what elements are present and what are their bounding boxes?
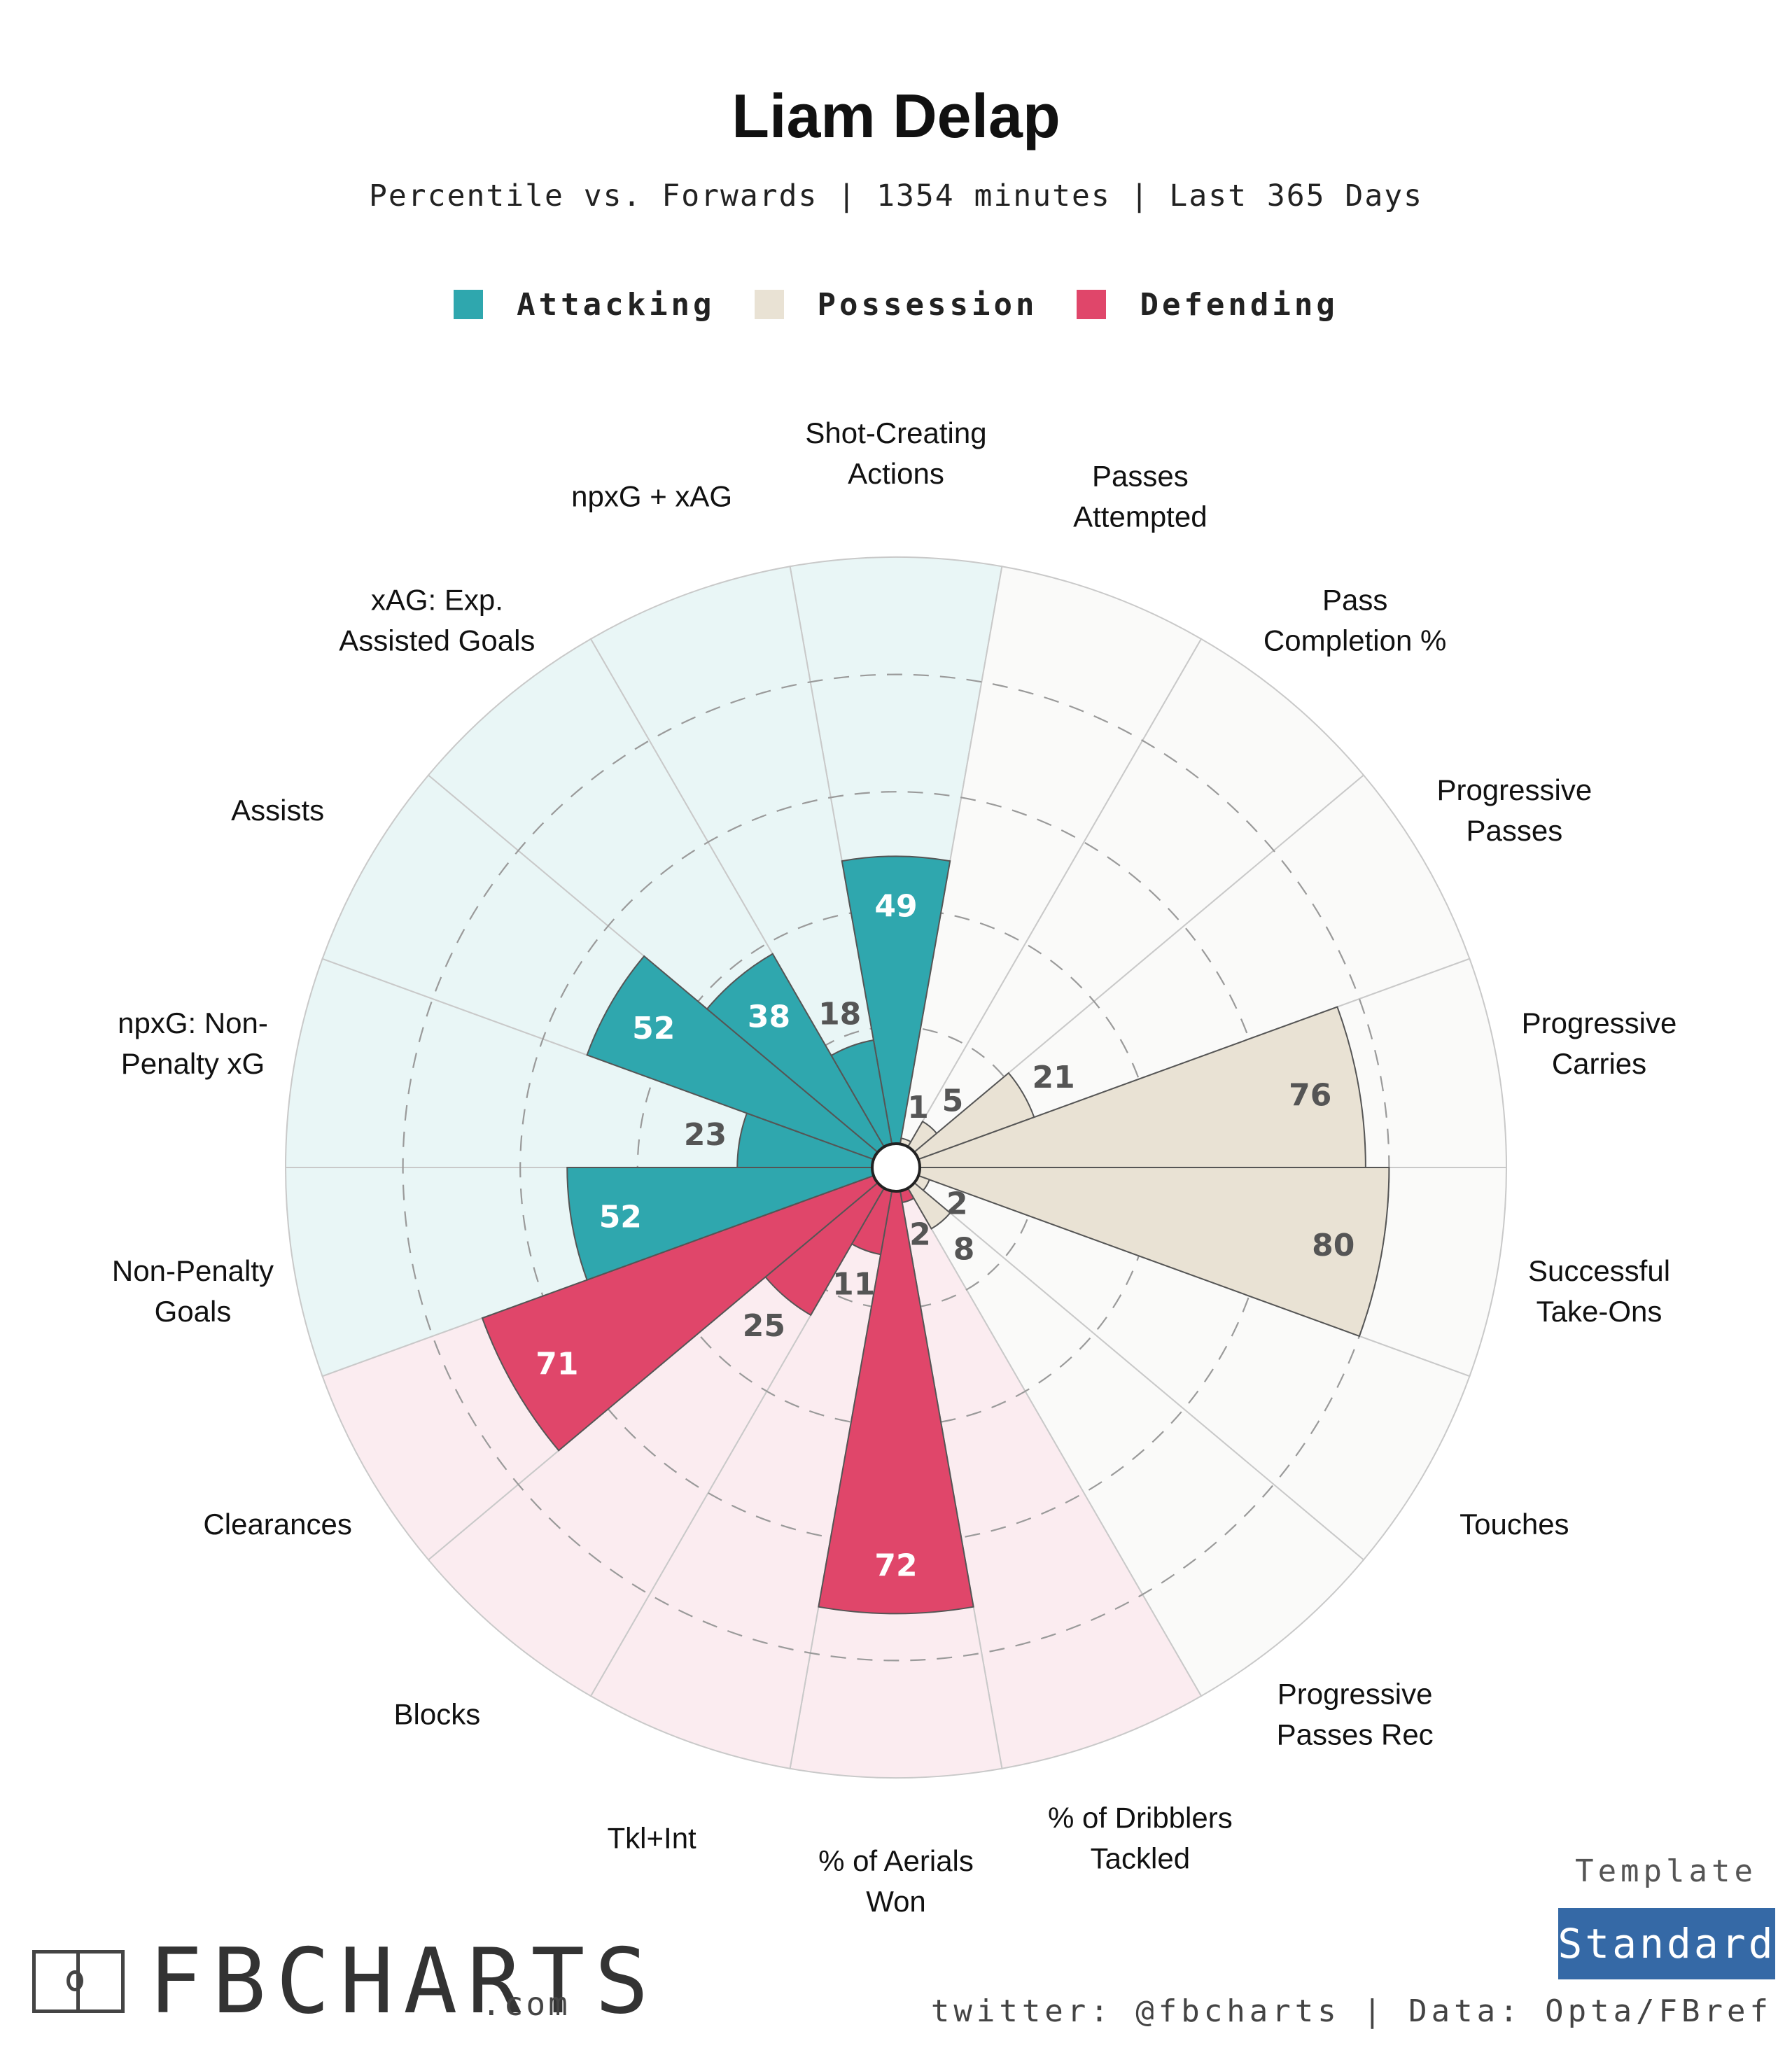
axis-label-assists: Assists xyxy=(231,794,324,827)
axis-label-pass-completion: Pass Completion % xyxy=(1264,584,1446,657)
center-hub xyxy=(871,1142,921,1193)
template-badge: Standard xyxy=(1558,1908,1775,1979)
center-circle xyxy=(871,1142,921,1193)
fbcharts-logo-icon xyxy=(32,1950,125,2013)
axis-label-npxg-non-penalty-xg: npxG: Non-Penalty xG xyxy=(118,1007,268,1080)
value-label-progressive-passes: 21 xyxy=(1032,1060,1075,1095)
value-label-of-aerials-won: 72 xyxy=(874,1548,917,1583)
legend-item-defending: Defending xyxy=(1077,287,1338,323)
value-label-xag-exp-assisted-goals: 38 xyxy=(748,1000,790,1035)
chart-subtitle: Percentile vs. Forwards | 1354 minutes |… xyxy=(369,178,1423,213)
axis-label-npxg-xag: npxG + xAG xyxy=(571,480,732,513)
value-label-pass-completion: 5 xyxy=(942,1083,964,1119)
axis-label-successful-take-ons: Successful Take-Ons xyxy=(1528,1254,1670,1328)
axis-label-clearances: Clearances xyxy=(203,1508,351,1541)
value-label-npxg-xag: 18 xyxy=(818,996,861,1032)
value-label-clearances: 71 xyxy=(536,1346,578,1382)
value-label-tkl-int: 11 xyxy=(832,1267,875,1303)
value-bars xyxy=(481,855,1390,1615)
legend-swatch-possession xyxy=(754,290,784,319)
legend-item-possession: Possession xyxy=(754,286,1038,323)
value-label-blocks: 25 xyxy=(743,1308,785,1344)
value-label-shot-creating-actions: 49 xyxy=(874,888,917,924)
axis-label-tkl-int: Tkl+Int xyxy=(608,1821,697,1854)
axis-label-of-dribblers-tackled: % of Dribblers Tackled xyxy=(1048,1801,1233,1874)
axis-label-blocks: Blocks xyxy=(394,1697,481,1730)
legend-item-attacking: Attacking xyxy=(454,287,715,323)
value-label-touches: 2 xyxy=(946,1186,968,1221)
fbcharts-logo-domain: .com xyxy=(482,1985,570,2023)
legend-label-defending: Defending xyxy=(1140,286,1338,323)
value-label-of-dribblers-tackled: 2 xyxy=(909,1217,931,1253)
fbcharts-logo-text: FBCHARTS xyxy=(148,1930,659,2034)
legend: Attacking Possession Defending xyxy=(0,283,1792,325)
logo-pitch-circle xyxy=(66,1970,83,1991)
axis-label-touches: Touches xyxy=(1460,1508,1569,1541)
value-label-non-penalty-goals: 52 xyxy=(599,1199,642,1235)
data-credit: twitter: @fbcharts | Data: Opta/FBref xyxy=(930,1993,1772,2029)
axis-label-progressive-carries: Progressive Carries xyxy=(1522,1007,1677,1080)
axis-label-progressive-passes: Progressive Passes xyxy=(1436,773,1592,847)
legend-label-possession: Possession xyxy=(817,286,1038,323)
value-label-successful-take-ons: 80 xyxy=(1312,1228,1354,1263)
value-label-progressive-passes-rec: 8 xyxy=(953,1232,975,1268)
legend-swatch-attacking xyxy=(454,290,484,319)
value-label-assists: 52 xyxy=(632,1011,675,1046)
value-label-passes-attempted: 1 xyxy=(907,1090,929,1125)
value-label-npxg-non-penalty-xg: 23 xyxy=(684,1117,727,1153)
template-label: Template xyxy=(1575,1853,1757,1889)
background-sectors xyxy=(284,556,1508,1779)
axis-label-progressive-passes-rec: Progressive Passes Rec xyxy=(1277,1677,1434,1751)
axis-labels: Shot-Creating Actions Passes Attempted Pass C… xyxy=(112,416,1676,1918)
value-label-progressive-carries: 76 xyxy=(1289,1078,1331,1114)
legend-swatch-defending xyxy=(1077,290,1107,319)
axis-label-xag-exp-assisted-goals: xAG: Exp. Assisted Goals xyxy=(339,584,535,657)
legend-label-attacking: Attacking xyxy=(517,286,715,323)
chart-title: Liam Delap xyxy=(732,81,1060,150)
axis-label-passes-attempted: Passes Attempted xyxy=(1073,460,1207,533)
axis-label-of-aerials-won: % of Aerials Won xyxy=(818,1844,974,1918)
axis-label-non-penalty-goals: Non-Penalty Goals xyxy=(112,1254,274,1328)
axis-label-shot-creating-actions: Shot-Creating Actions xyxy=(805,416,986,490)
